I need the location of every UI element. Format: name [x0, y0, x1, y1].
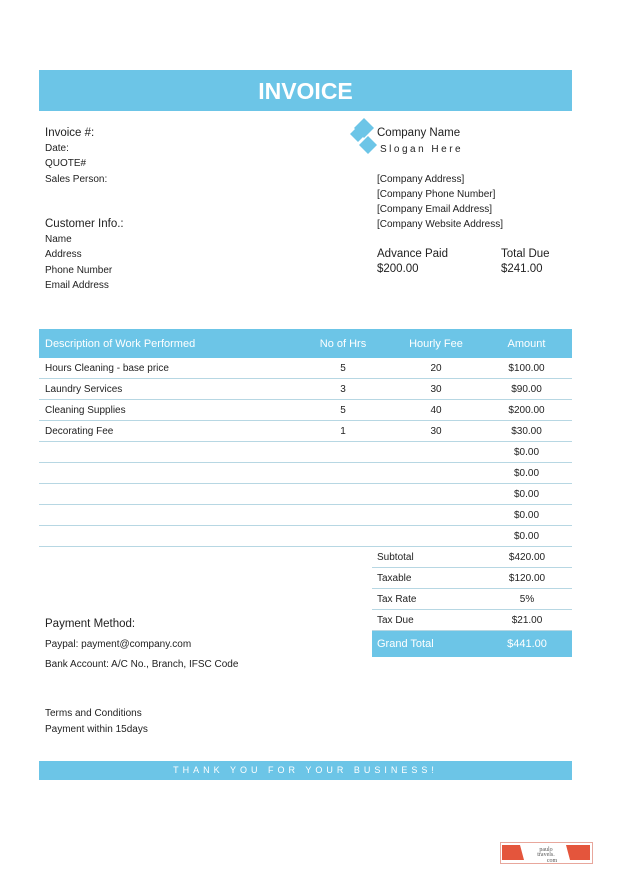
summary-label: Subtotal	[377, 551, 414, 563]
summary-label: Tax Due	[377, 614, 414, 626]
company-address: [Company Address]	[377, 174, 465, 185]
cell-fee: 30	[430, 383, 442, 395]
table-header: Description of Work Performed No of Hrs …	[39, 329, 572, 358]
advance-paid-label: Advance Paid	[377, 248, 448, 260]
header-description: Description of Work Performed	[45, 337, 196, 350]
cell-hours: 1	[340, 425, 346, 437]
invoice-title: INVOICE	[39, 70, 572, 111]
cell-amount: $90.00	[511, 383, 542, 395]
summary-row: Tax Rate 5%	[372, 589, 572, 610]
cell-hours: 5	[340, 404, 346, 416]
cell-fee: 40	[430, 404, 442, 416]
cell-fee: 30	[430, 425, 442, 437]
table-row: $0.00	[39, 526, 572, 547]
date-label: Date:	[45, 143, 69, 154]
svg-text:travels.: travels.	[537, 852, 555, 858]
total-due-value: $241.00	[501, 263, 543, 275]
header-fee: Hourly Fee	[409, 337, 463, 350]
customer-address: Address	[45, 249, 82, 260]
company-slogan: Slogan Here	[380, 144, 464, 155]
cell-description: Hours Cleaning - base price	[45, 362, 169, 374]
company-phone: [Company Phone Number]	[377, 189, 496, 200]
terms-text: Payment within 15days	[45, 724, 148, 735]
customer-name: Name	[45, 234, 72, 245]
table-row: $0.00	[39, 505, 572, 526]
cell-amount: $0.00	[513, 488, 540, 500]
table-row: Laundry Services 3 30 $90.00	[39, 379, 572, 400]
customer-info-label: Customer Info.:	[45, 218, 124, 230]
summary-value: $420.00	[508, 551, 546, 563]
company-website: [Company Website Address]	[377, 219, 503, 230]
summary-value: $21.00	[511, 614, 543, 626]
summary-row: Taxable $120.00	[372, 568, 572, 589]
company-email: [Company Email Address]	[377, 204, 493, 215]
terms-title: Terms and Conditions	[45, 708, 142, 719]
cell-amount: $200.00	[508, 404, 545, 416]
watermark-logo: paulo travels. com	[500, 842, 593, 864]
quote-label: QUOTE#	[45, 158, 87, 169]
cell-description: Laundry Services	[45, 383, 123, 395]
invoice-number-label: Invoice #:	[45, 127, 95, 139]
table-row: Cleaning Supplies 5 40 $200.00	[39, 400, 572, 421]
table-row: Decorating Fee 1 30 $30.00	[39, 421, 572, 442]
cell-amount: $0.00	[513, 467, 540, 479]
customer-phone: Phone Number	[45, 265, 113, 276]
company-logo-icon	[350, 118, 377, 154]
table-row: Hours Cleaning - base price 5 20 $100.00	[39, 358, 572, 379]
header-hours: No of Hrs	[319, 337, 367, 350]
summary-value: 5%	[519, 593, 535, 605]
total-due-label: Total Due	[501, 248, 550, 260]
company-name: Company Name	[377, 127, 461, 139]
summary-block: Subtotal $420.00 Taxable $120.00 Tax Rate 5% T…	[372, 547, 572, 657]
summary-value: $120.00	[508, 572, 546, 584]
cell-fee: 20	[430, 362, 442, 374]
summary-row: Tax Due $21.00	[372, 610, 572, 631]
cell-amount: $30.00	[511, 425, 542, 437]
bank-info: Bank Account: A/C No., Branch, IFSC Code	[45, 659, 239, 670]
paypal-info: Paypal: payment@company.com	[45, 639, 192, 650]
grand-total-value: $441.00	[507, 638, 547, 650]
grand-total-label: Grand Total	[377, 638, 434, 650]
cell-hours: 5	[340, 362, 346, 374]
sales-person-label: Sales Person:	[45, 174, 108, 185]
cell-amount: $100.00	[508, 362, 545, 374]
svg-text:com: com	[547, 858, 558, 864]
svg-text:paulo: paulo	[539, 847, 552, 853]
table-row: $0.00	[39, 484, 572, 505]
summary-label: Tax Rate	[377, 593, 417, 605]
cell-amount: $0.00	[513, 530, 540, 542]
advance-paid-value: $200.00	[377, 263, 419, 275]
cell-description: Decorating Fee	[45, 425, 114, 437]
cell-hours: 3	[340, 383, 346, 395]
cell-description: Cleaning Supplies	[45, 404, 126, 416]
thank-you-banner: THANK YOU FOR YOUR BUSINESS!	[39, 761, 572, 780]
payment-method-label: Payment Method:	[45, 618, 136, 630]
cell-amount: $0.00	[513, 446, 540, 458]
table-row: $0.00	[39, 442, 572, 463]
grand-total-row: Grand Total $441.00	[372, 631, 572, 657]
customer-email: Email Address	[45, 280, 109, 291]
header-amount: Amount	[507, 337, 546, 350]
summary-row: Subtotal $420.00	[372, 547, 572, 568]
work-table: Description of Work Performed No of Hrs …	[39, 329, 572, 547]
cell-amount: $0.00	[513, 509, 540, 521]
summary-label: Taxable	[377, 572, 412, 584]
table-row: $0.00	[39, 463, 572, 484]
